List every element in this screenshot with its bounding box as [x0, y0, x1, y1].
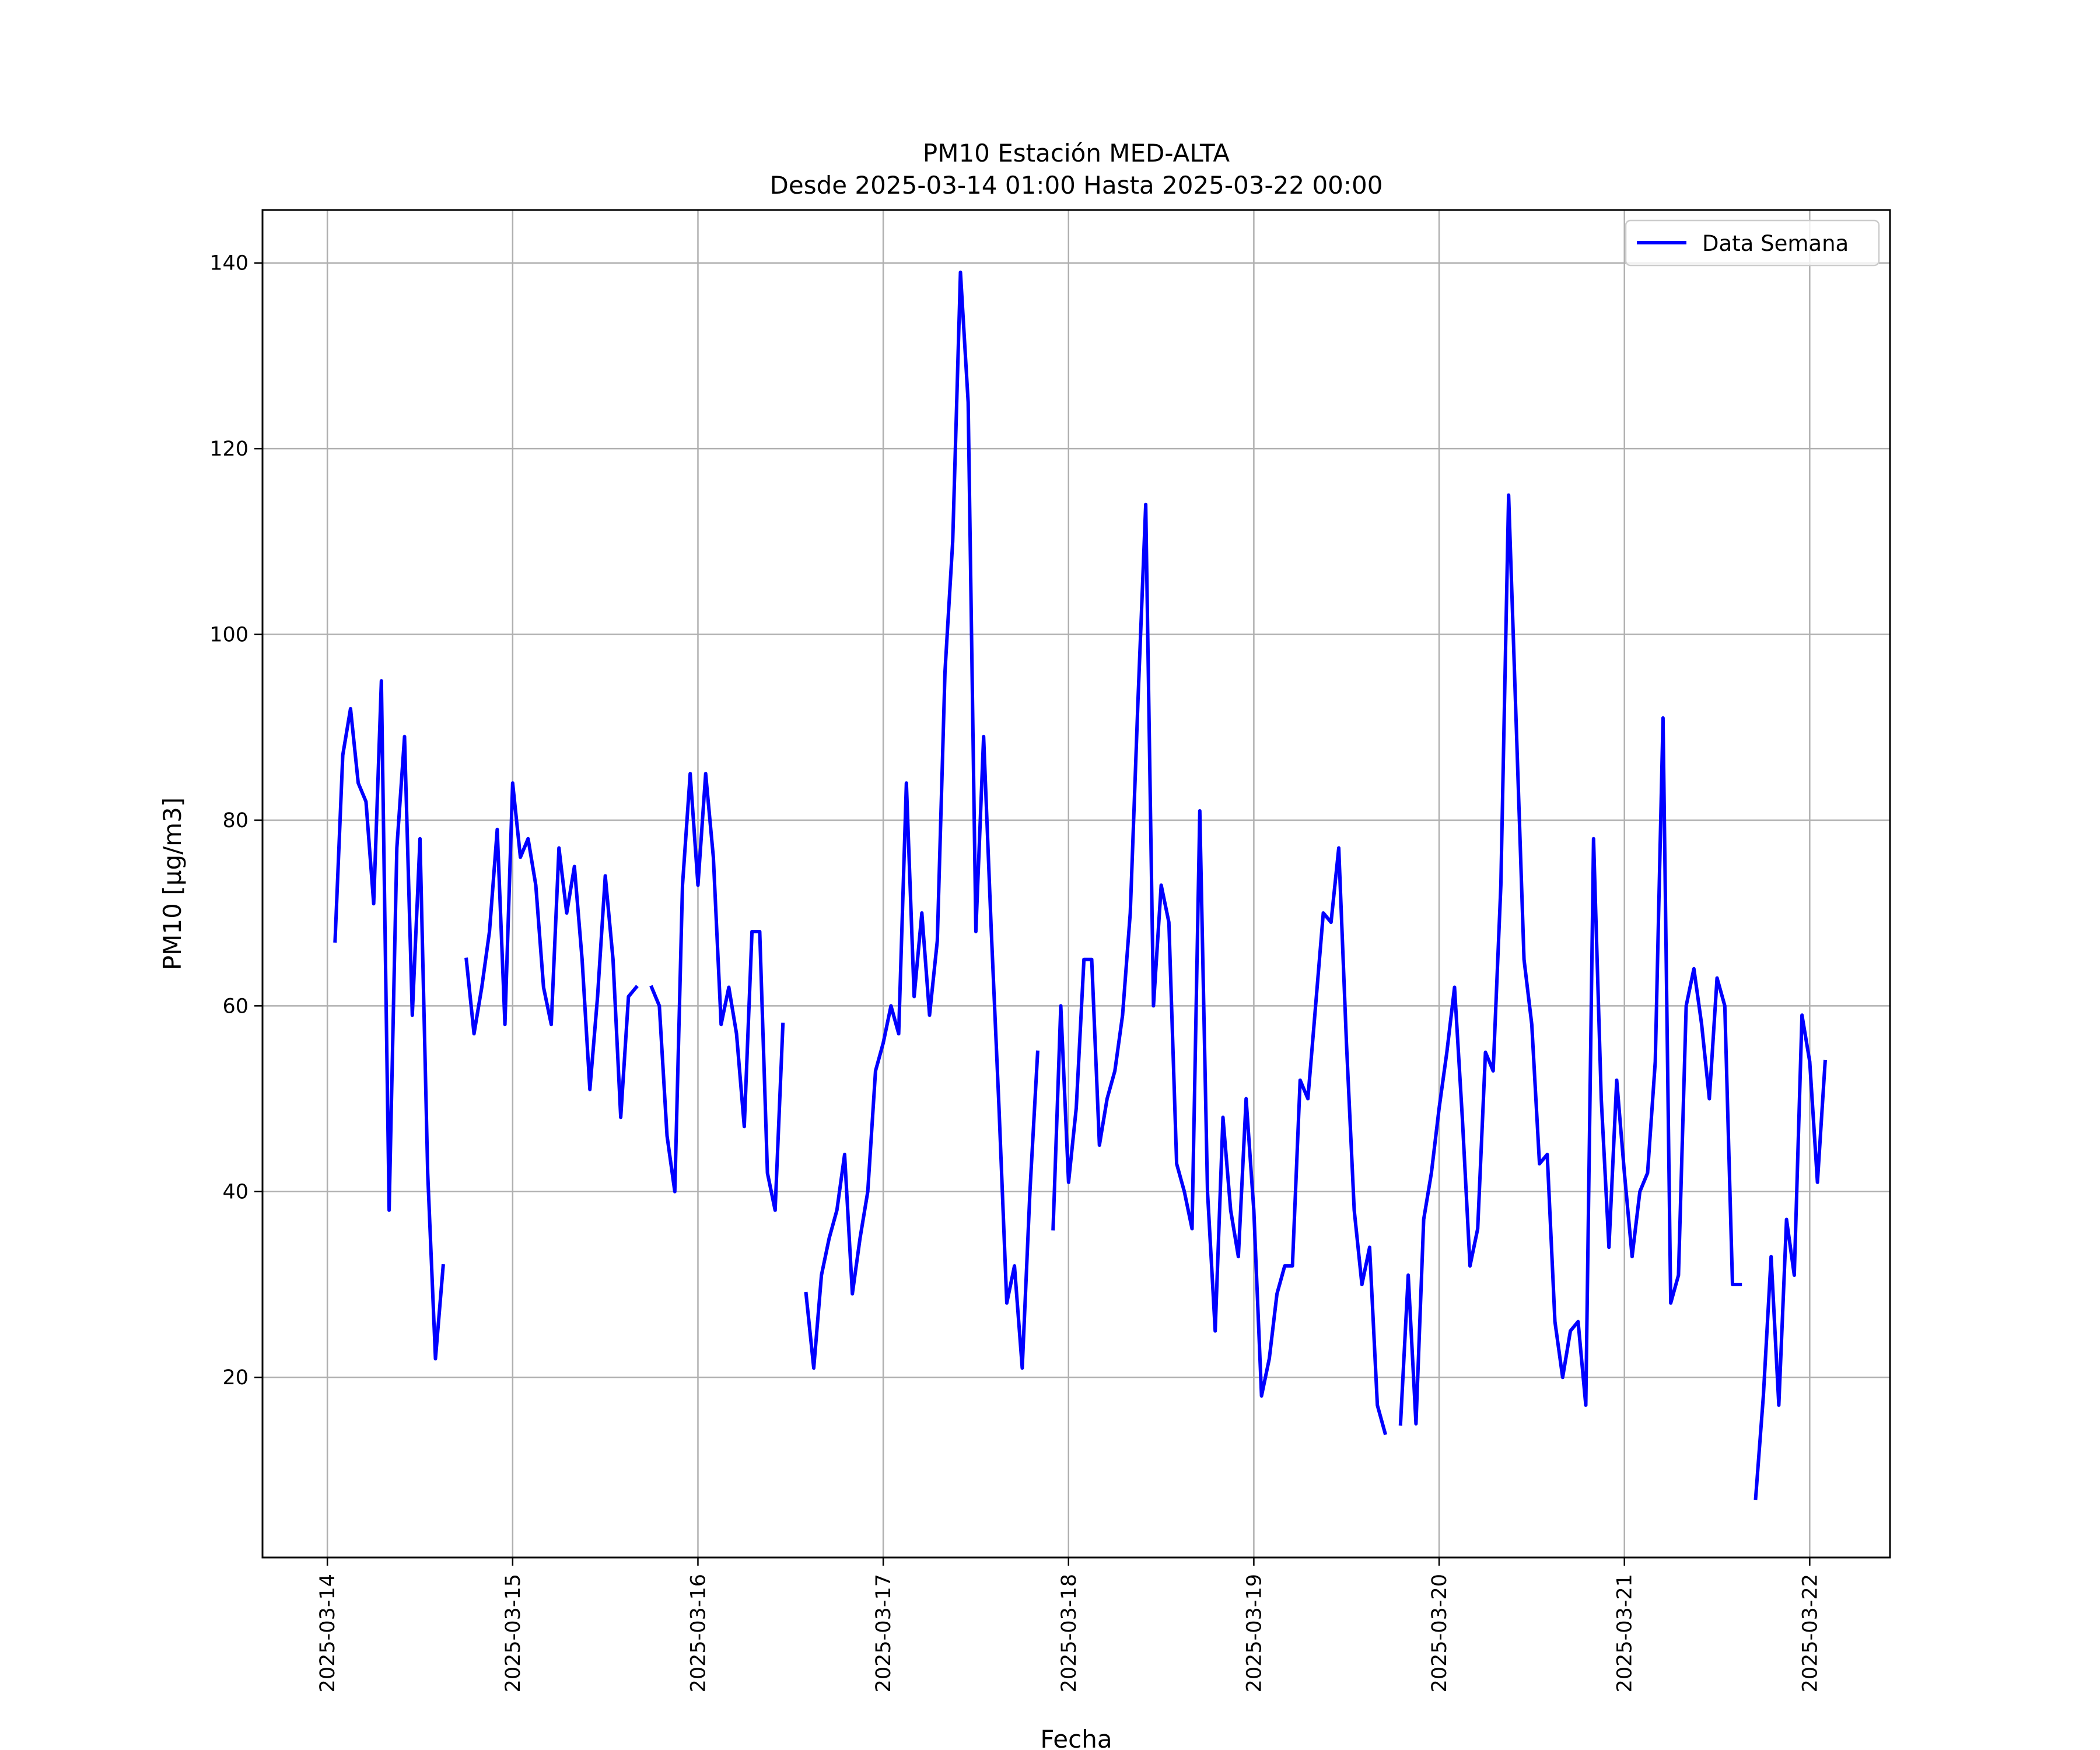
chart-subtitle: Desde 2025-03-14 01:00 Hasta 2025-03-22 …	[770, 171, 1383, 200]
series-line-segment	[649, 772, 785, 1212]
series-line-segment	[464, 781, 639, 1119]
x-tick-label: 2025-03-18	[1058, 1574, 1081, 1692]
y-tick-label: 20	[222, 1366, 249, 1390]
x-tick-label: 2025-03-20	[1428, 1574, 1451, 1692]
x-axis: 2025-03-14 2025-03-15 2025-03-16 2025-03-17…	[316, 1558, 1822, 1692]
y-tick-label: 40	[222, 1181, 249, 1204]
series-line-segment	[1398, 493, 1742, 1426]
x-tick-label: 2025-03-16	[687, 1574, 710, 1692]
legend: Data Semana	[1625, 219, 1880, 267]
series-line-segment	[1051, 502, 1388, 1436]
y-tick-label: 100	[209, 624, 249, 647]
y-tick-label: 80	[222, 809, 249, 832]
legend-label: Data Semana	[1702, 231, 1849, 256]
x-tick-label: 2025-03-21	[1614, 1574, 1637, 1692]
series-line-segment	[333, 679, 445, 1361]
y-tick-label: 120	[209, 438, 249, 461]
x-axis-label: Fecha	[1040, 1725, 1112, 1750]
chart-title: PM10 Estación MED-ALTA	[923, 139, 1230, 167]
series-line-segment	[804, 270, 1040, 1370]
y-axis-label: PM10 [μg/m3]	[158, 797, 187, 970]
x-tick-label: 2025-03-15	[502, 1574, 525, 1692]
x-tick-label: 2025-03-19	[1242, 1574, 1266, 1692]
x-tick-label: 2025-03-17	[872, 1574, 895, 1692]
legend-box	[1625, 219, 1880, 267]
series-line-group	[333, 270, 1827, 1500]
grid	[262, 210, 1890, 1558]
y-axis: 20 40 60 80 100 120 140	[209, 252, 262, 1390]
x-tick-label: 2025-03-22	[1798, 1574, 1822, 1692]
plot-frame	[261, 209, 1891, 1559]
y-tick-label: 60	[222, 995, 249, 1018]
y-tick-label: 140	[209, 252, 249, 275]
x-tick-label: 2025-03-14	[316, 1574, 340, 1692]
series-line-segment	[1754, 1013, 1827, 1500]
